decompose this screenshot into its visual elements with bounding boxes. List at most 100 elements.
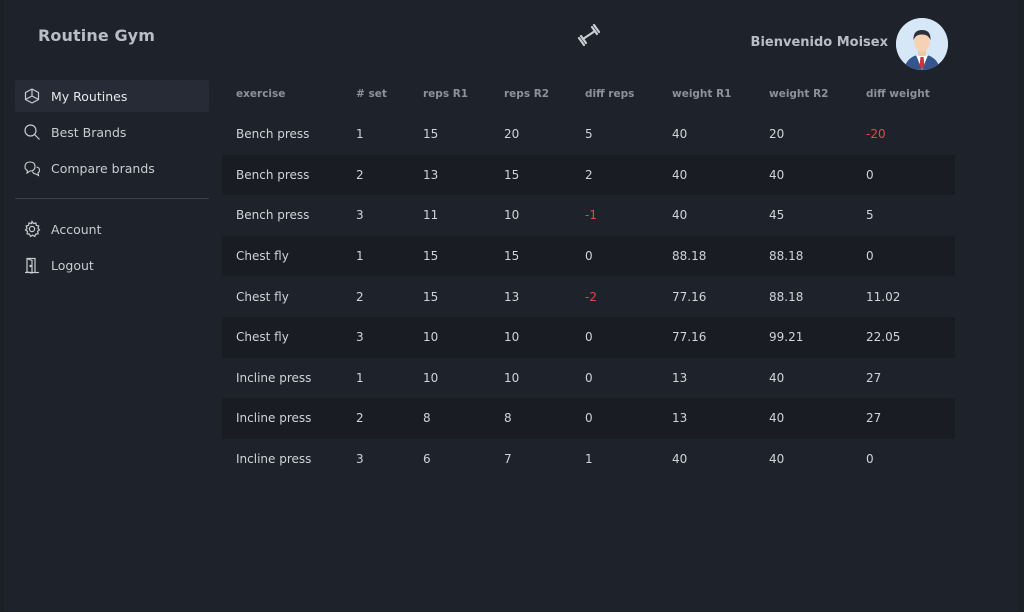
cell-weight-r1: 13 bbox=[658, 398, 755, 439]
cell-set: 2 bbox=[356, 289, 364, 304]
cell-diff-weight: 0 bbox=[852, 154, 955, 196]
sidebar-item-label: Compare brands bbox=[51, 160, 155, 176]
cell-reps-r2: 20 bbox=[504, 127, 520, 142]
column-header-exercise[interactable]: exercise bbox=[236, 88, 286, 100]
cell-set: 2 bbox=[342, 154, 409, 196]
cell-diff-reps: 5 bbox=[585, 127, 593, 142]
cell-reps-r1: 15 bbox=[423, 289, 439, 304]
cell-reps-r2: 13 bbox=[504, 289, 520, 304]
column-header-reps-r2[interactable]: reps R2 bbox=[504, 88, 550, 100]
cell-set: 1 bbox=[356, 370, 364, 385]
table-row[interactable]: Chest fly 3 10 10 0 77.16 99.21 22.05 bbox=[222, 316, 955, 358]
cell-reps-r1: 15 bbox=[423, 127, 439, 142]
cell-diff-weight: 0 bbox=[866, 452, 874, 467]
cell-weight-r2: 88.18 bbox=[755, 235, 852, 277]
cell-set: 3 bbox=[342, 316, 409, 358]
sidebar-item-label: Logout bbox=[51, 257, 94, 273]
table-row[interactable]: Incline press 3 6 7 1 40 40 0 bbox=[222, 439, 955, 480]
column-header-set[interactable]: # set bbox=[356, 88, 387, 100]
cell-reps-r2: 10 bbox=[490, 316, 571, 358]
door-icon bbox=[23, 256, 41, 274]
cell-weight-r2: 40 bbox=[755, 398, 852, 439]
cell-weight-r1: 13 bbox=[672, 370, 688, 385]
cube-icon bbox=[23, 87, 41, 105]
table-row[interactable]: Chest fly 1 15 15 0 88.18 88.18 0 bbox=[222, 235, 955, 277]
cell-reps-r1: 10 bbox=[423, 370, 439, 385]
cell-weight-r2: 99.21 bbox=[755, 316, 852, 358]
column-header-weight-r1[interactable]: weight R1 bbox=[672, 88, 732, 100]
cell-reps-r1: 8 bbox=[409, 398, 490, 439]
column-header-diff-reps[interactable]: diff reps bbox=[585, 88, 635, 100]
cell-diff-reps: 0 bbox=[571, 398, 658, 439]
table-row[interactable]: Bench press 2 13 15 2 40 40 0 bbox=[222, 154, 955, 196]
chat-icon bbox=[23, 159, 41, 177]
cell-reps-r1: 11 bbox=[423, 208, 439, 223]
cell-exercise: Chest fly bbox=[222, 316, 342, 358]
cell-exercise: Incline press bbox=[236, 370, 312, 385]
sidebar-item-best-brands[interactable]: Best Brands bbox=[15, 116, 209, 148]
sidebar-item-label: Account bbox=[51, 221, 102, 237]
cell-reps-r2: 15 bbox=[490, 154, 571, 196]
cell-reps-r1: 6 bbox=[423, 452, 431, 467]
table-header-row: exercise # set reps R1 reps R2 diff reps… bbox=[222, 74, 955, 114]
sidebar: My Routines Best Brands Compare brands A… bbox=[15, 80, 209, 285]
cell-reps-r2: 15 bbox=[490, 235, 571, 277]
app-title: Routine Gym bbox=[38, 26, 155, 45]
cell-diff-weight: 27 bbox=[866, 370, 882, 385]
table-row[interactable]: Incline press 1 10 10 0 13 40 27 bbox=[222, 358, 955, 399]
table-body: Bench press 1 15 20 5 40 20 -20 Bench press 2 13 15… bbox=[222, 114, 955, 479]
cell-reps-r2: 8 bbox=[490, 398, 571, 439]
cell-set: 1 bbox=[342, 235, 409, 277]
cell-diff-reps: -2 bbox=[585, 289, 597, 304]
cell-exercise: Bench press bbox=[222, 154, 342, 196]
table-row[interactable]: Bench press 1 15 20 5 40 20 -20 bbox=[222, 114, 955, 155]
cell-reps-r1: 10 bbox=[409, 316, 490, 358]
cell-exercise: Chest fly bbox=[236, 289, 289, 304]
cell-diff-reps: 2 bbox=[571, 154, 658, 196]
cell-weight-r1: 40 bbox=[672, 208, 688, 223]
cell-weight-r2: 88.18 bbox=[769, 289, 804, 304]
cell-set: 2 bbox=[342, 398, 409, 439]
cell-weight-r2: 40 bbox=[769, 452, 785, 467]
cell-diff-reps: 0 bbox=[585, 370, 593, 385]
cell-exercise: Bench press bbox=[236, 208, 310, 223]
sidebar-item-my-routines[interactable]: My Routines bbox=[15, 80, 209, 112]
sidebar-item-compare-brands[interactable]: Compare brands bbox=[15, 152, 209, 184]
cell-set: 3 bbox=[356, 452, 364, 467]
column-header-reps-r1[interactable]: reps R1 bbox=[423, 88, 469, 100]
sidebar-item-account[interactable]: Account bbox=[15, 213, 209, 245]
sidebar-item-logout[interactable]: Logout bbox=[15, 249, 209, 281]
cell-exercise: Bench press bbox=[236, 127, 310, 142]
column-header-diff-weight[interactable]: diff weight bbox=[866, 88, 930, 100]
column-header-weight-r2[interactable]: weight R2 bbox=[769, 88, 829, 100]
routine-table-container: exercise # set reps R1 reps R2 diff reps… bbox=[222, 74, 955, 479]
cell-set: 1 bbox=[356, 127, 364, 142]
welcome-text: Bienvenido Moisex bbox=[750, 35, 888, 50]
cell-weight-r1: 77.16 bbox=[658, 316, 755, 358]
cell-exercise: Incline press bbox=[236, 452, 312, 467]
sidebar-item-label: Best Brands bbox=[51, 124, 127, 140]
cell-reps-r2: 10 bbox=[504, 370, 520, 385]
cell-diff-weight: 5 bbox=[866, 208, 874, 223]
cell-weight-r2: 40 bbox=[769, 370, 785, 385]
cell-weight-r2: 40 bbox=[755, 154, 852, 196]
cell-weight-r1: 40 bbox=[672, 452, 688, 467]
cell-reps-r2: 7 bbox=[504, 452, 512, 467]
cell-diff-reps: 0 bbox=[571, 316, 658, 358]
cell-diff-weight: 27 bbox=[852, 398, 955, 439]
cell-diff-reps: -1 bbox=[585, 208, 597, 223]
avatar[interactable] bbox=[896, 18, 948, 70]
cell-weight-r1: 40 bbox=[672, 127, 688, 142]
cell-weight-r2: 20 bbox=[769, 127, 785, 142]
routine-table: exercise # set reps R1 reps R2 diff reps… bbox=[222, 74, 955, 479]
cell-weight-r2: 45 bbox=[769, 208, 785, 223]
table-row[interactable]: Incline press 2 8 8 0 13 40 27 bbox=[222, 398, 955, 439]
cell-weight-r1: 77.16 bbox=[672, 289, 707, 304]
cell-diff-weight: 22.05 bbox=[852, 316, 955, 358]
sidebar-item-label: My Routines bbox=[51, 88, 128, 104]
table-row[interactable]: Chest fly 2 15 13 -2 77.16 88.18 11.02 bbox=[222, 276, 955, 317]
cell-reps-r2: 10 bbox=[504, 208, 520, 223]
cell-reps-r1: 15 bbox=[409, 235, 490, 277]
search-icon bbox=[23, 123, 41, 141]
table-row[interactable]: Bench press 3 11 10 -1 40 45 5 bbox=[222, 195, 955, 236]
